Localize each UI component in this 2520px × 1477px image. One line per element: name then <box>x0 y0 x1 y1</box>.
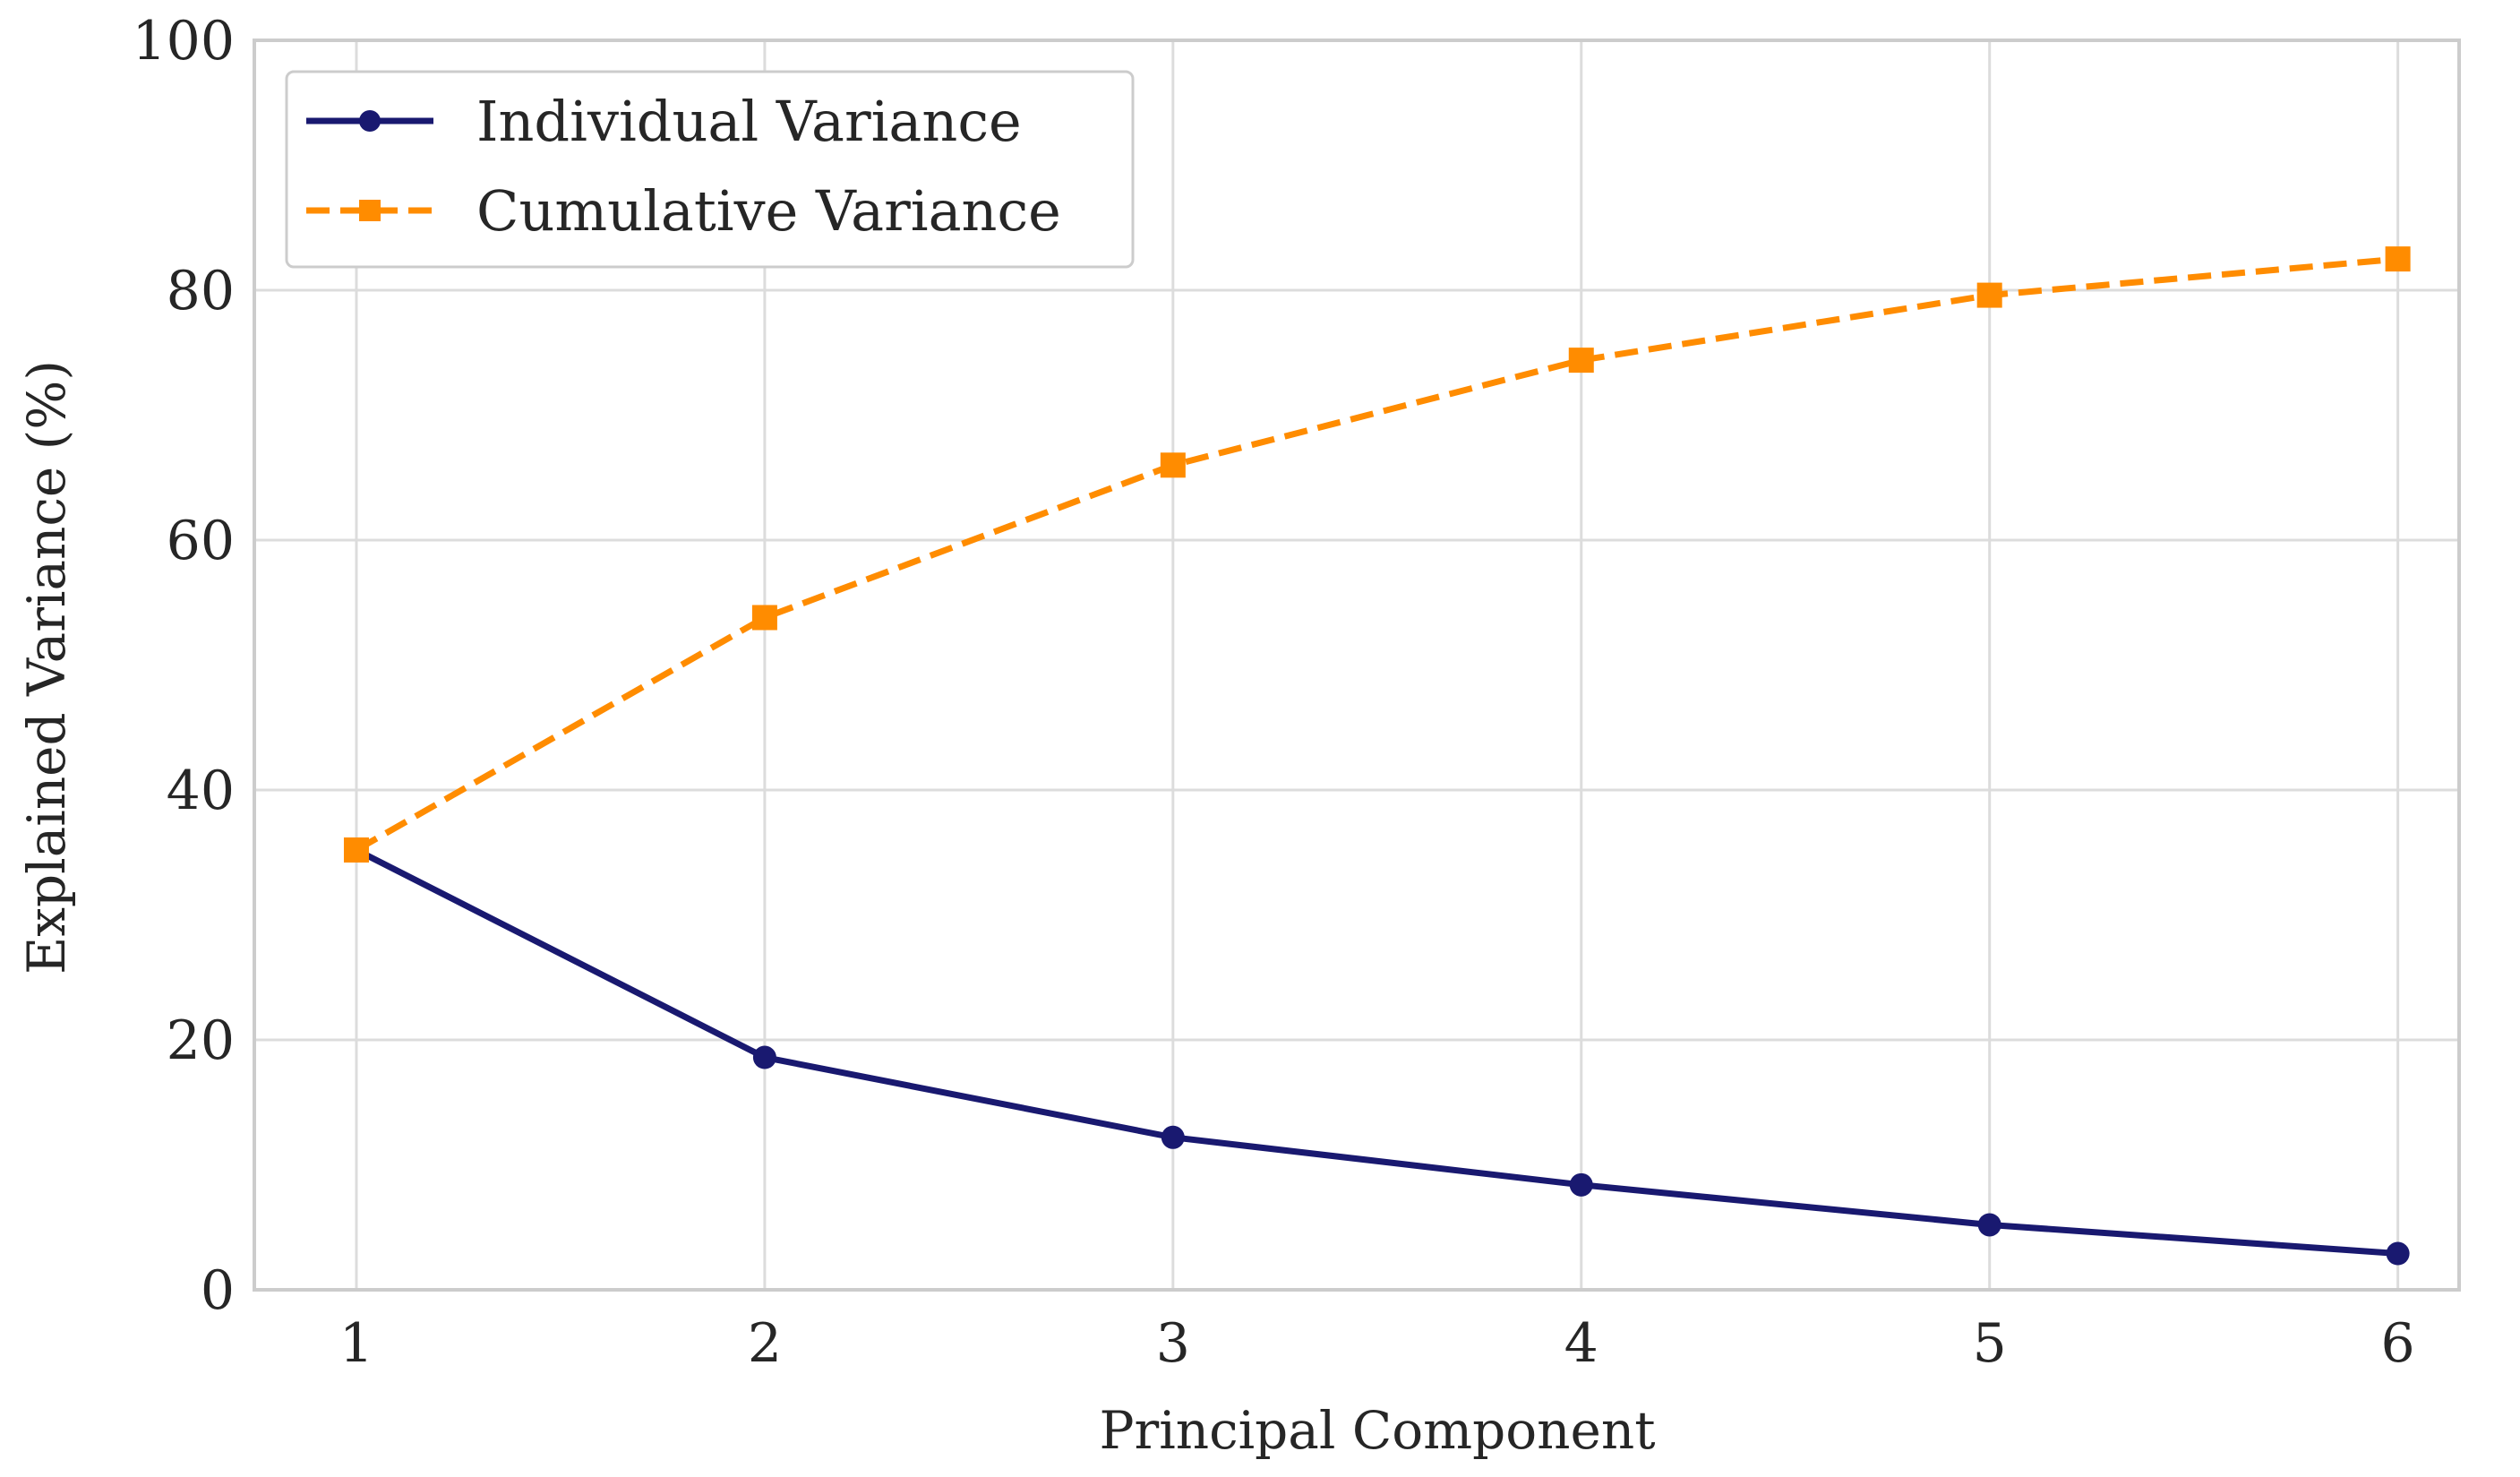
x-tick-label: 1 <box>339 1312 373 1375</box>
series-line-cumulative-variance <box>355 255 2398 854</box>
x-tick-label: 5 <box>1973 1312 2007 1375</box>
x-tick-label: 3 <box>1156 1312 1190 1375</box>
y-tick-label: 40 <box>167 760 235 822</box>
x-axis-label: Principal Component <box>1099 1400 1655 1461</box>
data-point-individual-variance <box>1977 1213 2001 1237</box>
y-tick-label: 80 <box>167 260 235 322</box>
x-tick-label: 6 <box>2381 1312 2415 1375</box>
y-tick-label: 100 <box>132 10 235 73</box>
data-point-individual-variance <box>1161 1125 1185 1149</box>
legend-label-individual: Individual Variance <box>476 89 1022 154</box>
legend: Individual Variance Cumulative Variance <box>285 70 1135 269</box>
legend-label-cumulative: Cumulative Variance <box>476 178 1061 244</box>
y-tick-label: 0 <box>201 1259 235 1322</box>
data-point-cumulative-variance <box>1568 348 1594 374</box>
legend-marker-cumulative <box>359 200 381 221</box>
data-point-individual-variance <box>752 1045 776 1069</box>
legend-marker-individual <box>359 110 381 132</box>
legend-box <box>285 70 1135 269</box>
data-point-cumulative-variance <box>751 605 777 631</box>
plot-frame <box>253 39 2461 1292</box>
series-line-individual-variance <box>355 846 2398 1258</box>
data-point-cumulative-variance <box>1976 282 2002 308</box>
x-tick-label: 4 <box>1564 1312 1599 1375</box>
data-point-individual-variance <box>2386 1241 2410 1266</box>
y-tick-label: 60 <box>167 510 235 572</box>
x-tick-label: 2 <box>748 1312 782 1375</box>
data-point-cumulative-variance <box>2385 246 2411 272</box>
y-axis-label: Explained Variance (%) <box>16 360 77 975</box>
data-point-cumulative-variance <box>1160 452 1186 478</box>
data-point-individual-variance <box>1569 1172 1593 1197</box>
series-layer <box>343 246 2411 1266</box>
tick-labels: 0 20 40 60 80 100 1 2 3 4 5 6 <box>132 10 2414 1375</box>
data-point-cumulative-variance <box>343 837 369 863</box>
y-tick-label: 20 <box>167 1009 235 1072</box>
